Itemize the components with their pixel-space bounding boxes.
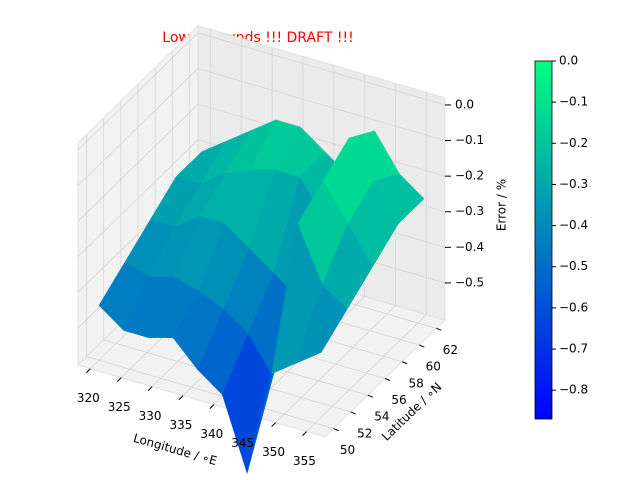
grid-line	[77, 68, 199, 186]
colorbar-tick-label: −0.3	[559, 177, 588, 191]
surface-patch	[296, 284, 348, 364]
colorbar-tick-label: −0.7	[559, 342, 588, 356]
z-tick-label: −0.1	[455, 133, 484, 147]
x-tick	[302, 431, 307, 436]
grid-line	[197, 68, 446, 141]
grid-line	[77, 139, 199, 258]
x-tick	[209, 404, 215, 409]
y-tick	[367, 394, 374, 398]
x-tick-label: 330	[139, 409, 162, 423]
y-tick-label: 54	[374, 410, 389, 424]
x-tick	[85, 368, 91, 373]
x-tick	[271, 422, 276, 427]
colorbar-tick-label: −0.4	[559, 218, 588, 232]
grid-line	[77, 32, 199, 151]
z-tick-label: −0.2	[455, 169, 484, 183]
y-tick	[384, 378, 391, 381]
y-tick-label: 60	[426, 360, 441, 374]
y-tick	[333, 428, 339, 432]
colorbar	[534, 60, 553, 420]
colorbar-tick-label: −0.1	[559, 95, 588, 109]
y-tick-label: 58	[408, 376, 423, 390]
x-tick-label: 350	[262, 445, 285, 459]
grid-line	[197, 103, 446, 177]
surface	[98, 119, 425, 475]
y-tick	[350, 411, 356, 415]
x-tick-label: 320	[77, 391, 100, 405]
x-tick-label: 355	[293, 454, 316, 468]
y-tick	[436, 327, 442, 331]
y-tick-label: 52	[357, 426, 372, 440]
colorbar-tick-label: −0.8	[559, 383, 588, 397]
x-tick	[178, 395, 184, 400]
colorbar-tick-label: −0.2	[559, 136, 588, 150]
x-tick-label: 335	[170, 418, 193, 432]
y-tick-label: 56	[391, 393, 406, 407]
grid-line	[86, 356, 334, 430]
y-tick	[401, 361, 408, 365]
colorbar-tick-label: 0.0	[559, 54, 578, 68]
grid-line	[77, 103, 199, 222]
z-tick-label: 0.0	[455, 97, 474, 111]
grid-line	[197, 32, 446, 106]
x-tick	[147, 386, 153, 391]
z-tick-label: −0.3	[455, 204, 484, 218]
z-axis-label: Error / %	[495, 179, 509, 231]
y-tick-label: 62	[443, 343, 458, 357]
z-tick-label: −0.5	[455, 275, 484, 289]
x-tick-label: 325	[108, 400, 131, 414]
x-tick-label: 345	[231, 436, 254, 450]
colorbar-tick-label: −0.5	[559, 259, 588, 273]
y-tick-label: 50	[340, 443, 355, 457]
x-tick-label: 340	[200, 427, 223, 441]
z-tick-label: −0.4	[455, 240, 484, 254]
colorbar-tick-label: −0.6	[559, 300, 588, 314]
y-tick	[419, 344, 425, 348]
x-tick	[116, 377, 122, 382]
